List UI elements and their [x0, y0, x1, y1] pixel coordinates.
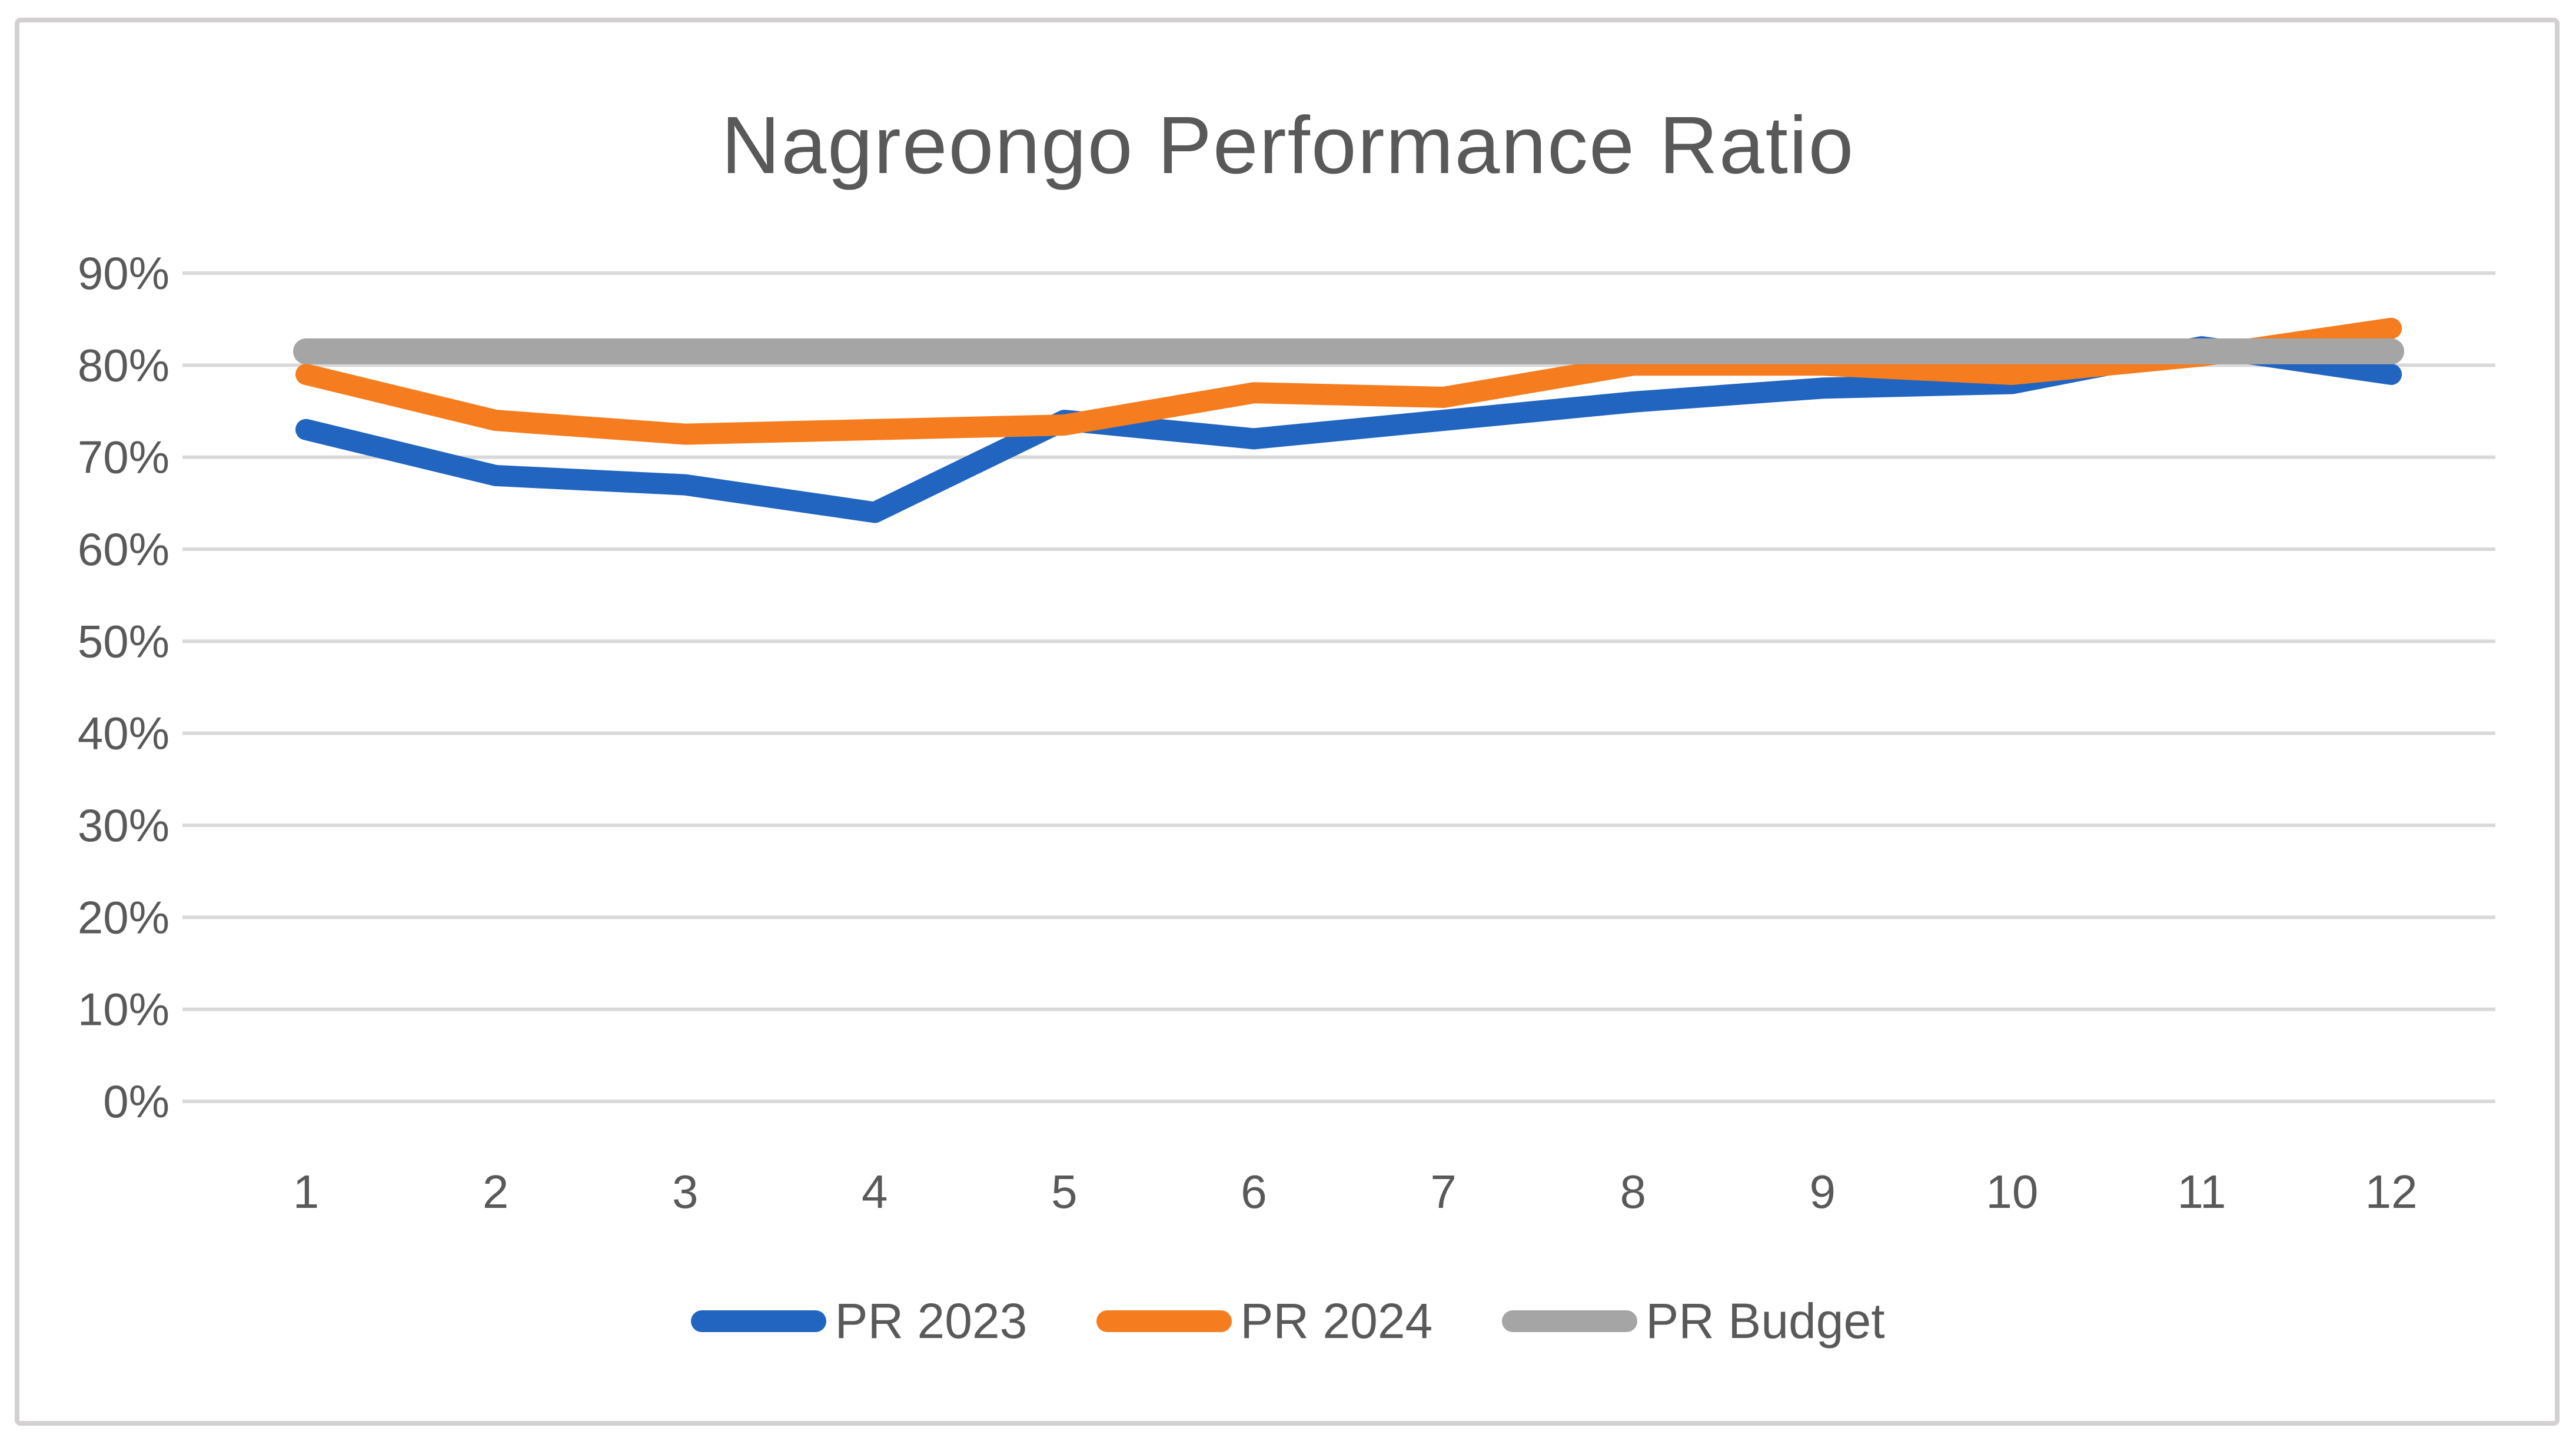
y-tick-label-60%: 60% [78, 523, 169, 575]
x-tick-label-3: 3 [672, 1166, 699, 1218]
gridlines [182, 271, 2495, 1103]
x-tick-label-7: 7 [1430, 1166, 1457, 1218]
x-tick-label-10: 10 [1986, 1166, 2038, 1218]
x-tick-label-8: 8 [1620, 1166, 1646, 1218]
x-tick-label-4: 4 [862, 1166, 888, 1218]
y-axis-tick-labels: 0% 10% 20% 30% 40% 50% 60% 70% 80% 90% [78, 247, 169, 1127]
x-tick-label-1: 1 [293, 1166, 320, 1218]
legend-swatch-pr-budget [1502, 1310, 1638, 1332]
chart-frame [15, 18, 2560, 1426]
x-tick-label-11: 11 [2177, 1166, 2226, 1218]
x-tick-label-9: 9 [1810, 1166, 1836, 1218]
y-tick-label-70%: 70% [78, 431, 169, 483]
series-lines [293, 317, 2405, 523]
y-tick-label-90%: 90% [78, 247, 169, 299]
y-tick-label-80%: 80% [78, 339, 169, 391]
y-tick-label-40%: 40% [78, 708, 169, 759]
y-tick-label-50%: 50% [78, 615, 169, 667]
legend-label: PR 2023 [835, 1293, 1028, 1349]
x-tick-label-2: 2 [483, 1166, 509, 1218]
y-tick-label-30%: 30% [78, 799, 169, 851]
legend-label: PR Budget [1646, 1293, 1885, 1349]
x-tick-label-6: 6 [1241, 1166, 1267, 1218]
legend-item-pr-2023: PR 2023 [691, 1293, 1027, 1350]
chart-title: Nagreongo Performance Ratio [721, 100, 1855, 191]
y-tick-label-10%: 10% [78, 984, 169, 1035]
x-tick-label-12: 12 [2365, 1166, 2418, 1218]
series-line-pr-2024 [295, 317, 2402, 445]
y-tick-label-20%: 20% [78, 891, 169, 943]
legend-item-pr-2024: PR 2024 [1096, 1293, 1432, 1350]
x-axis-tick-labels: 1 2 3 4 5 6 7 8 9 10 11 12 [293, 1166, 2418, 1218]
legend-label: PR 2024 [1240, 1293, 1433, 1349]
legend-item-pr-budget: PR Budget [1502, 1293, 1885, 1350]
legend-swatch-pr-2023 [691, 1310, 827, 1332]
legend-swatch-pr-2024 [1096, 1310, 1232, 1332]
chart-legend: PR 2023 PR 2024 PR Budget [0, 1293, 2576, 1350]
x-tick-label-5: 5 [1051, 1166, 1078, 1218]
y-tick-label-0%: 0% [103, 1075, 169, 1127]
